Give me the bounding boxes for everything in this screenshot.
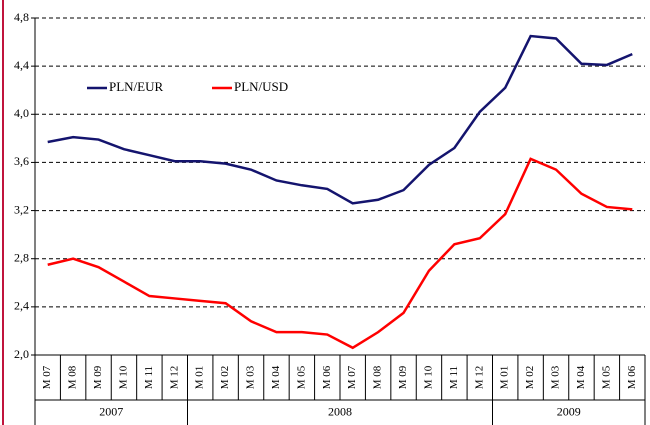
x-tick-label: M 08 (372, 365, 384, 389)
x-tick-label: M 06 (626, 365, 638, 389)
x-tick-label: M 05 (600, 365, 612, 389)
x-tick-label: M 10 (422, 365, 434, 389)
x-tick-label: M 02 (524, 366, 536, 390)
x-tick-label: M 04 (270, 365, 282, 389)
year-label: 2009 (557, 404, 581, 418)
x-tick-label: M 07 (41, 365, 53, 389)
y-tick-label: 2,8 (14, 250, 29, 264)
x-tick-label: M 11 (448, 366, 460, 389)
y-tick-label: 3,6 (14, 154, 29, 168)
x-tick-label: M 12 (168, 366, 180, 390)
x-tick-label: M 09 (92, 365, 104, 389)
year-label: 2007 (99, 404, 123, 418)
y-tick-label: 2,0 (14, 347, 29, 361)
x-tick-label: M 03 (550, 365, 562, 389)
x-tick-label: M 01 (499, 366, 511, 390)
x-tick-label: M 06 (321, 365, 333, 389)
year-label: 2008 (328, 404, 352, 418)
x-tick-label: M 01 (194, 366, 206, 390)
y-tick-label: 4,0 (14, 106, 29, 120)
y-tick-label: 3,2 (14, 202, 29, 216)
x-tick-label: M 08 (67, 365, 79, 389)
y-tick-label: 2,4 (14, 299, 29, 313)
legend-label: PLN/EUR (109, 79, 164, 94)
x-tick-label: M 04 (575, 365, 587, 389)
series-line (47, 157, 633, 350)
x-tick-label: M 03 (245, 365, 257, 389)
y-tick-label: 4,4 (14, 58, 29, 72)
x-tick-label: M 12 (473, 366, 485, 390)
y-tick-label: 4,8 (14, 10, 29, 24)
x-tick-label: M 02 (219, 366, 231, 390)
series-line (47, 34, 633, 205)
x-tick-label: M 11 (143, 366, 155, 389)
x-tick-label: M 09 (397, 365, 409, 389)
x-tick-label: M 05 (295, 365, 307, 389)
legend-label: PLN/USD (234, 79, 288, 94)
x-tick-label: M 07 (346, 365, 358, 389)
x-tick-label: M 10 (117, 365, 129, 389)
